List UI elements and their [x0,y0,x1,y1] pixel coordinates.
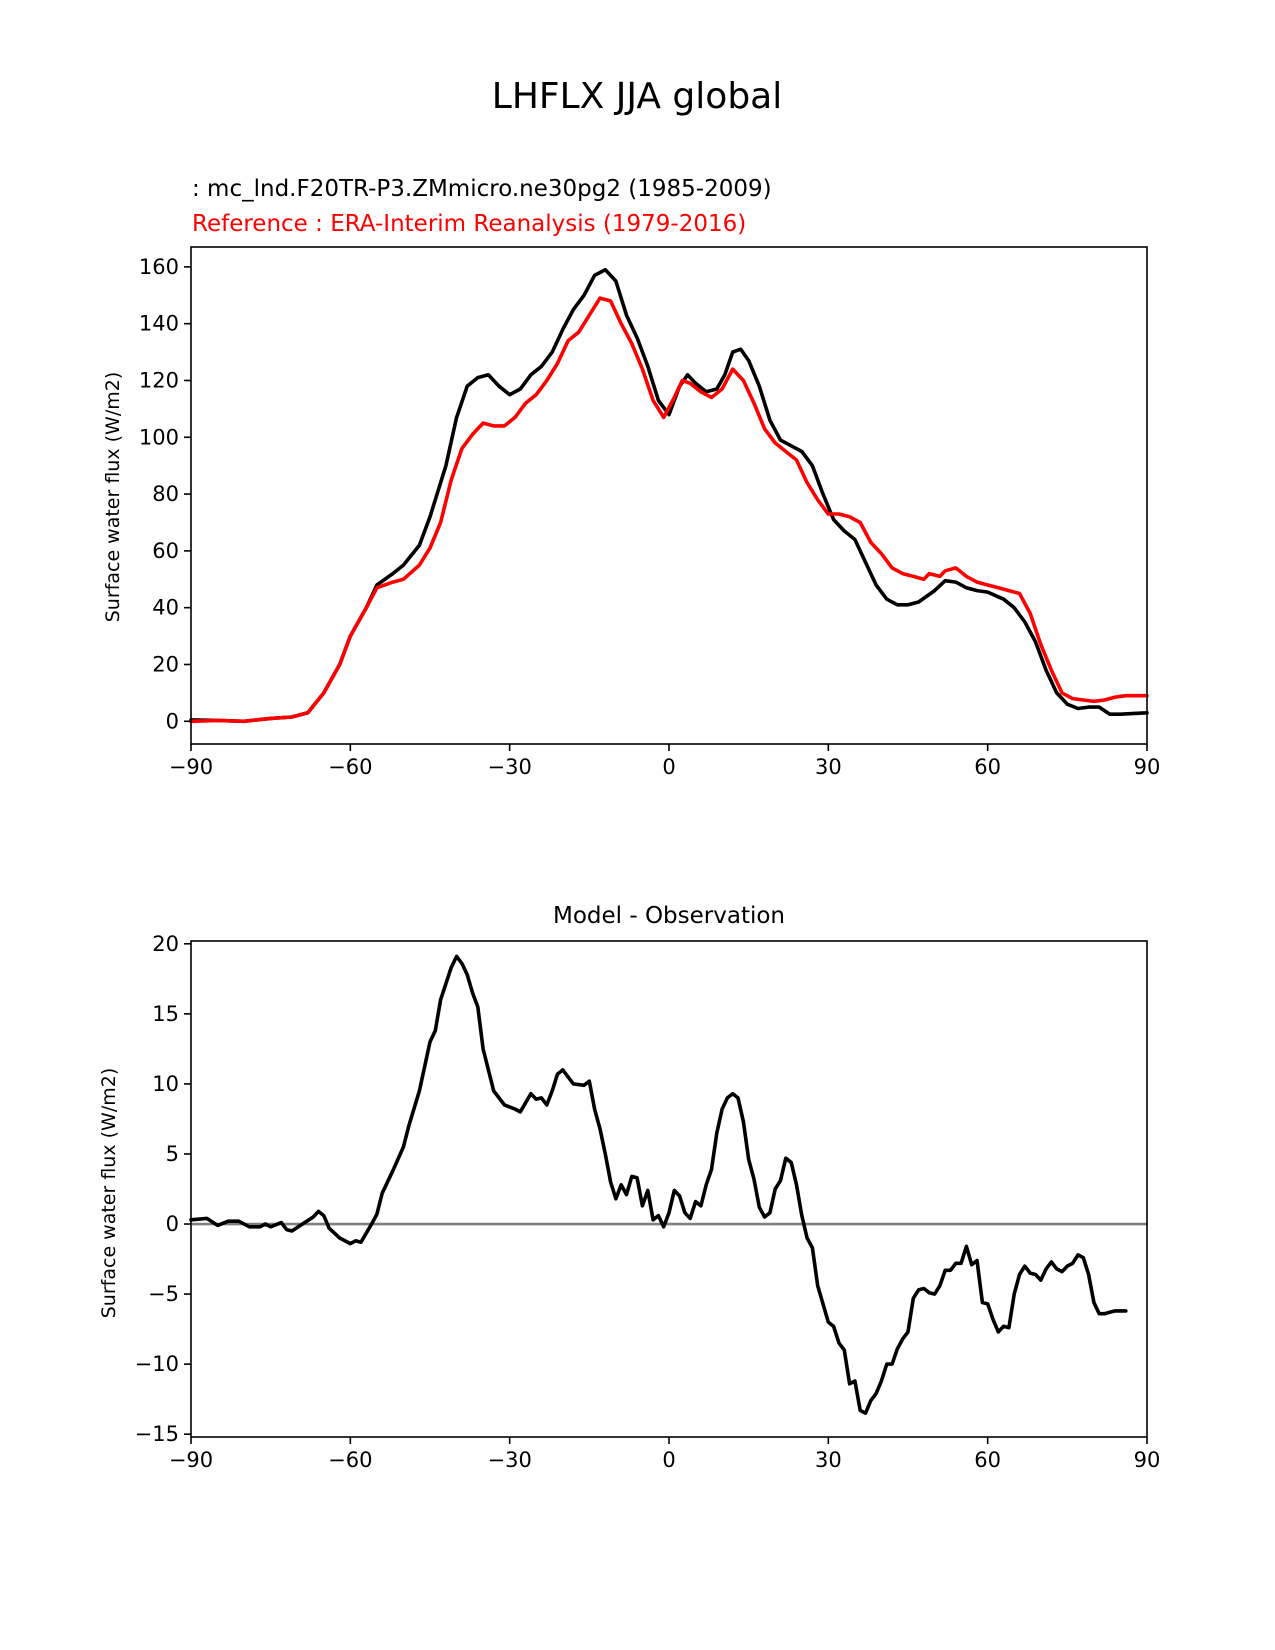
x-tick-label: −60 [328,1448,372,1472]
chart-top: : mc_lnd.F20TR-P3.ZMmicro.ne30pg2 (1985-… [102,176,1160,779]
figure-title: LHFLX JJA global [492,76,782,117]
x-tick-label: 0 [662,755,675,779]
y-tick-label: 20 [152,932,179,956]
bottom-chart-title: Model - Observation [553,903,785,929]
y-tick-label: 0 [166,1212,179,1236]
bottom-plot-area: −90 −60 −30 0 30 60 90 −15 −10 −5 0 5 10 15 20 [135,932,1161,1472]
top-plot-area: −90 −60 −30 0 30 60 90 0 20 40 60 80 100 120 140 160 [139,246,1161,779]
y-tick-label: 80 [152,482,179,506]
bottom-y-axis-label: Surface water flux (W/m2) [98,1068,120,1319]
series-line-1 [189,267,1149,724]
x-tick-label: 90 [1134,755,1161,779]
x-tick-label: 90 [1134,1448,1161,1472]
y-tick-label: 15 [152,1002,179,1026]
y-tick-label: −15 [135,1422,179,1446]
y-tick-label: 5 [166,1142,179,1166]
x-tick-label: −90 [169,755,213,779]
y-tick-label: 10 [152,1072,179,1096]
chart-bottom: Model - Observation Surface water flux (… [98,903,1160,1472]
y-tick-label: 20 [152,652,179,676]
y-tick-label: 120 [139,368,179,392]
series-line-2 [189,296,1149,724]
y-tick-label: 140 [139,312,179,336]
y-tick-label: 160 [139,255,179,279]
x-tick-label: 0 [662,1448,675,1472]
y-tick-label: 0 [166,709,179,733]
y-tick-label: 100 [139,425,179,449]
top-y-axis-label: Surface water flux (W/m2) [102,372,124,623]
y-tick-label: −5 [148,1282,179,1306]
y-tick-label: 40 [152,596,179,620]
x-tick-label: 30 [815,1448,842,1472]
x-tick-label: 30 [815,755,842,779]
y-tick-label: −10 [135,1352,179,1376]
y-tick-label: 60 [152,539,179,563]
reference-label: Reference : ERA-Interim Reanalysis (1979… [192,211,746,237]
x-tick-label: −60 [328,755,372,779]
x-tick-label: −30 [488,755,532,779]
x-tick-label: 60 [974,755,1001,779]
x-tick-label: −30 [488,1448,532,1472]
x-tick-label: −90 [169,1448,213,1472]
x-tick-label: 60 [974,1448,1001,1472]
series-line-1 [189,954,1128,1415]
test-label: : mc_lnd.F20TR-P3.ZMmicro.ne30pg2 (1985-… [192,176,772,202]
